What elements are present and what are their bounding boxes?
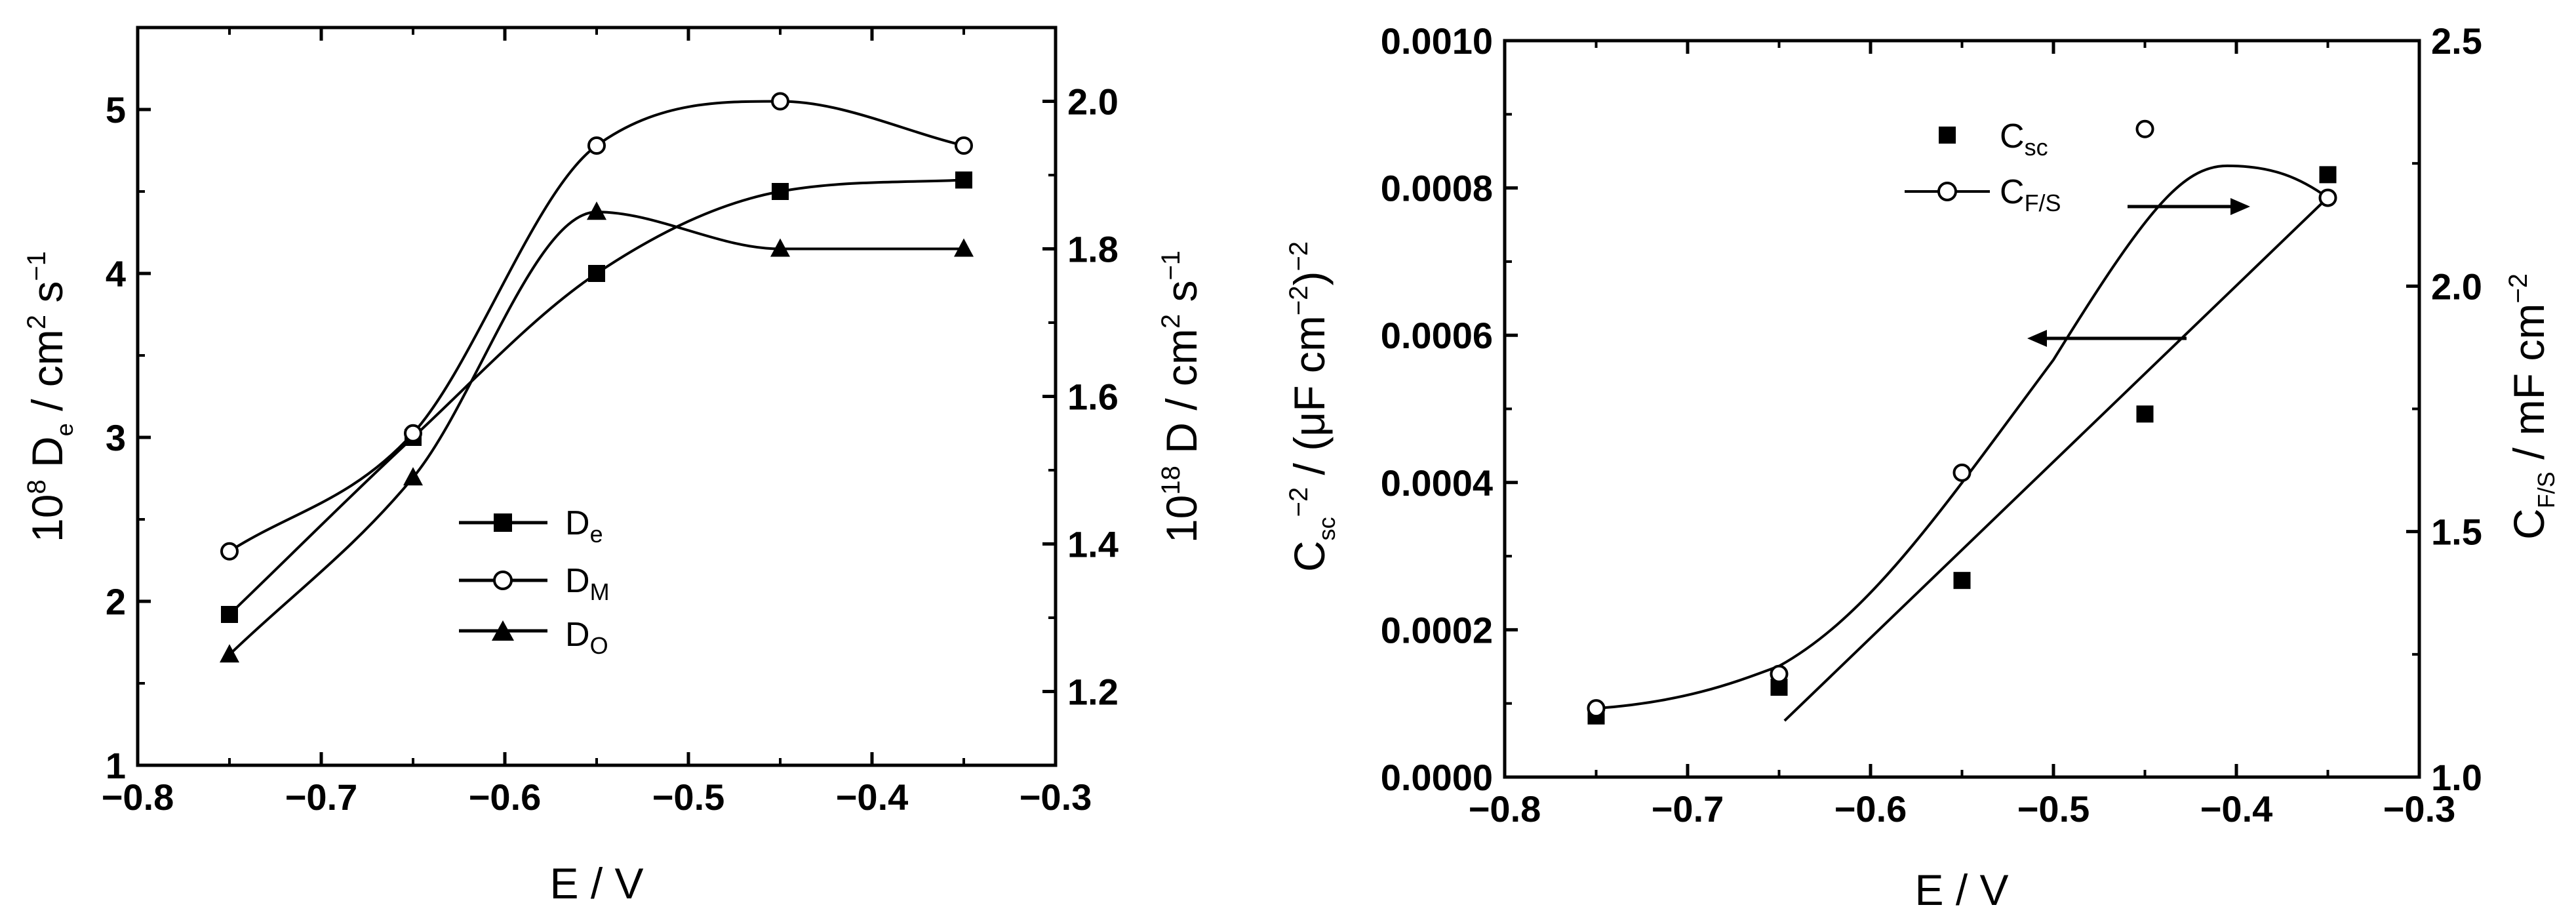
y-right-tick-label: 1.0 <box>2431 757 2482 798</box>
data-markers <box>220 92 974 663</box>
y-right-tick-label: 1.2 <box>1067 671 1119 713</box>
x-tick-label: −0.6 <box>1834 788 1907 830</box>
arrow-right-axis <box>2128 198 2250 215</box>
y-left-tick-labels: 0.0000 0.0002 0.0004 0.0006 0.0008 0.0010 <box>1381 20 1493 798</box>
y-right-tick-labels: 1.2 1.4 1.6 1.8 2.0 <box>1067 81 1119 713</box>
svg-text:DO: DO <box>565 616 608 659</box>
x-tick-label: −0.5 <box>2017 788 2090 830</box>
point-d-e <box>955 171 972 189</box>
point-c-f-s <box>2135 119 2154 138</box>
point-d-o <box>587 201 606 220</box>
x-tick-label: −0.4 <box>836 776 909 818</box>
point-c-sc <box>2319 166 2337 184</box>
chart-capacitance: −0.8 −0.7 −0.6 −0.5 −0.4 −0.3 0.00000.00020.0… <box>1284 20 2560 914</box>
y-left-tick-label: 0.0008 <box>1381 168 1493 209</box>
y-right-axis-title: CF/S / mF cm−2 <box>2504 273 2560 540</box>
y-left-tick-label: 0.0004 <box>1381 462 1493 504</box>
legend-entry-csc: Csc <box>1939 117 2048 161</box>
y-left-tick-label: 2 <box>106 581 126 622</box>
y-left-tick-label: 0.0002 <box>1381 609 1493 651</box>
y-left-axis-title: 108 De / cm2 s−1 <box>22 251 78 542</box>
y-right-tick-labels: 1.0 1.5 2.0 2.5 <box>2431 20 2482 798</box>
data-markers <box>1587 119 2337 725</box>
y-left-tick-label: 0.0000 <box>1381 757 1493 798</box>
x-tick-label: −0.3 <box>2383 788 2456 830</box>
point-d-m <box>771 92 789 111</box>
point-d-e <box>221 606 238 623</box>
legend-entry-de: De <box>459 504 603 548</box>
y-left-tick-label: 1 <box>106 745 126 786</box>
x-axis-title: E / V <box>549 859 643 908</box>
x-tick-label: −0.8 <box>1469 788 1541 830</box>
y-right-tick-label: 2.0 <box>2431 266 2482 307</box>
y-right-tick-label: 1.8 <box>1067 229 1119 270</box>
curve-d-o <box>228 210 964 656</box>
x-axis-title: E / V <box>1914 866 2008 914</box>
point-d-m <box>404 424 422 443</box>
legend-entry-dm: DM <box>459 562 610 605</box>
x-tick-label: −0.6 <box>469 776 542 818</box>
chart-diffusion-coefficients: −0.8 −0.7 −0.6 −0.5 −0.4 −0.3 1 2 3 4 5 1.2 1.4 1.6… <box>22 26 1206 908</box>
point-d-e <box>772 183 789 200</box>
point-d-m <box>587 136 606 155</box>
tick-marks <box>136 28 1058 767</box>
point-d-e <box>588 265 605 282</box>
x-tick-label: −0.7 <box>1652 788 1724 830</box>
y-left-tick-label: 3 <box>106 417 126 458</box>
y-left-axis-title: Csc−2 / (μF cm−2)−2 <box>1284 241 1340 572</box>
y-left-tick-label: 4 <box>106 253 126 294</box>
point-d-o <box>403 467 423 486</box>
svg-text:De: De <box>565 504 603 548</box>
legend-entry-do: DO <box>459 616 608 659</box>
fit-line-csc <box>1783 196 2329 722</box>
point-c-sc <box>2136 405 2154 423</box>
curve-cfs <box>1596 164 2329 710</box>
point-c-f-s <box>1952 463 1972 482</box>
x-tick-label: −0.8 <box>102 776 174 818</box>
arrow-left-axis <box>2027 330 2187 347</box>
point-c-sc <box>1953 572 1971 590</box>
y-left-tick-labels: 1 2 3 4 5 <box>106 89 126 786</box>
y-right-tick-label: 1.4 <box>1067 524 1119 565</box>
tick-marks <box>1503 39 2421 779</box>
x-tick-label: −0.3 <box>1020 776 1092 818</box>
x-tick-labels: −0.8 −0.7 −0.6 −0.5 −0.4 −0.3 <box>1469 788 2456 830</box>
y-right-tick-label: 1.6 <box>1067 376 1119 418</box>
fit-curves <box>228 100 964 656</box>
point-c-f-s <box>2318 188 2337 207</box>
legend: De DM DO <box>459 504 610 659</box>
y-left-tick-label: 0.0010 <box>1381 20 1493 62</box>
point-d-o <box>220 644 239 663</box>
fit-curves <box>1596 164 2329 722</box>
y-left-tick-label: 0.0006 <box>1381 315 1493 356</box>
point-c-f-s <box>1587 699 1606 718</box>
svg-text:Csc: Csc <box>2000 117 2048 161</box>
y-right-tick-label: 2.5 <box>2431 20 2482 62</box>
y-right-axis-title: 1018 D / cm2 s−1 <box>1157 251 1206 543</box>
svg-text:DM: DM <box>565 562 610 605</box>
curve-d-e <box>228 178 964 616</box>
point-d-m <box>220 542 239 561</box>
y-left-tick-label: 5 <box>106 89 126 130</box>
plot-frame <box>1503 39 2421 779</box>
svg-text:CF/S: CF/S <box>2000 173 2061 216</box>
legend: Csc CF/S <box>1905 117 2061 216</box>
x-tick-labels: −0.8 −0.7 −0.6 −0.5 −0.4 −0.3 <box>102 776 1092 818</box>
y-right-tick-label: 2.0 <box>1067 81 1119 123</box>
legend-entry-cfs: CF/S <box>1905 173 2061 216</box>
y-right-tick-label: 1.5 <box>2431 511 2482 553</box>
point-d-m <box>955 136 973 155</box>
x-tick-label: −0.4 <box>2200 788 2273 830</box>
point-c-f-s <box>1770 664 1789 683</box>
point-d-o <box>770 238 790 257</box>
x-tick-label: −0.7 <box>285 776 358 818</box>
curve-d-m <box>228 100 964 553</box>
x-tick-label: −0.5 <box>652 776 725 818</box>
point-d-o <box>954 238 974 257</box>
